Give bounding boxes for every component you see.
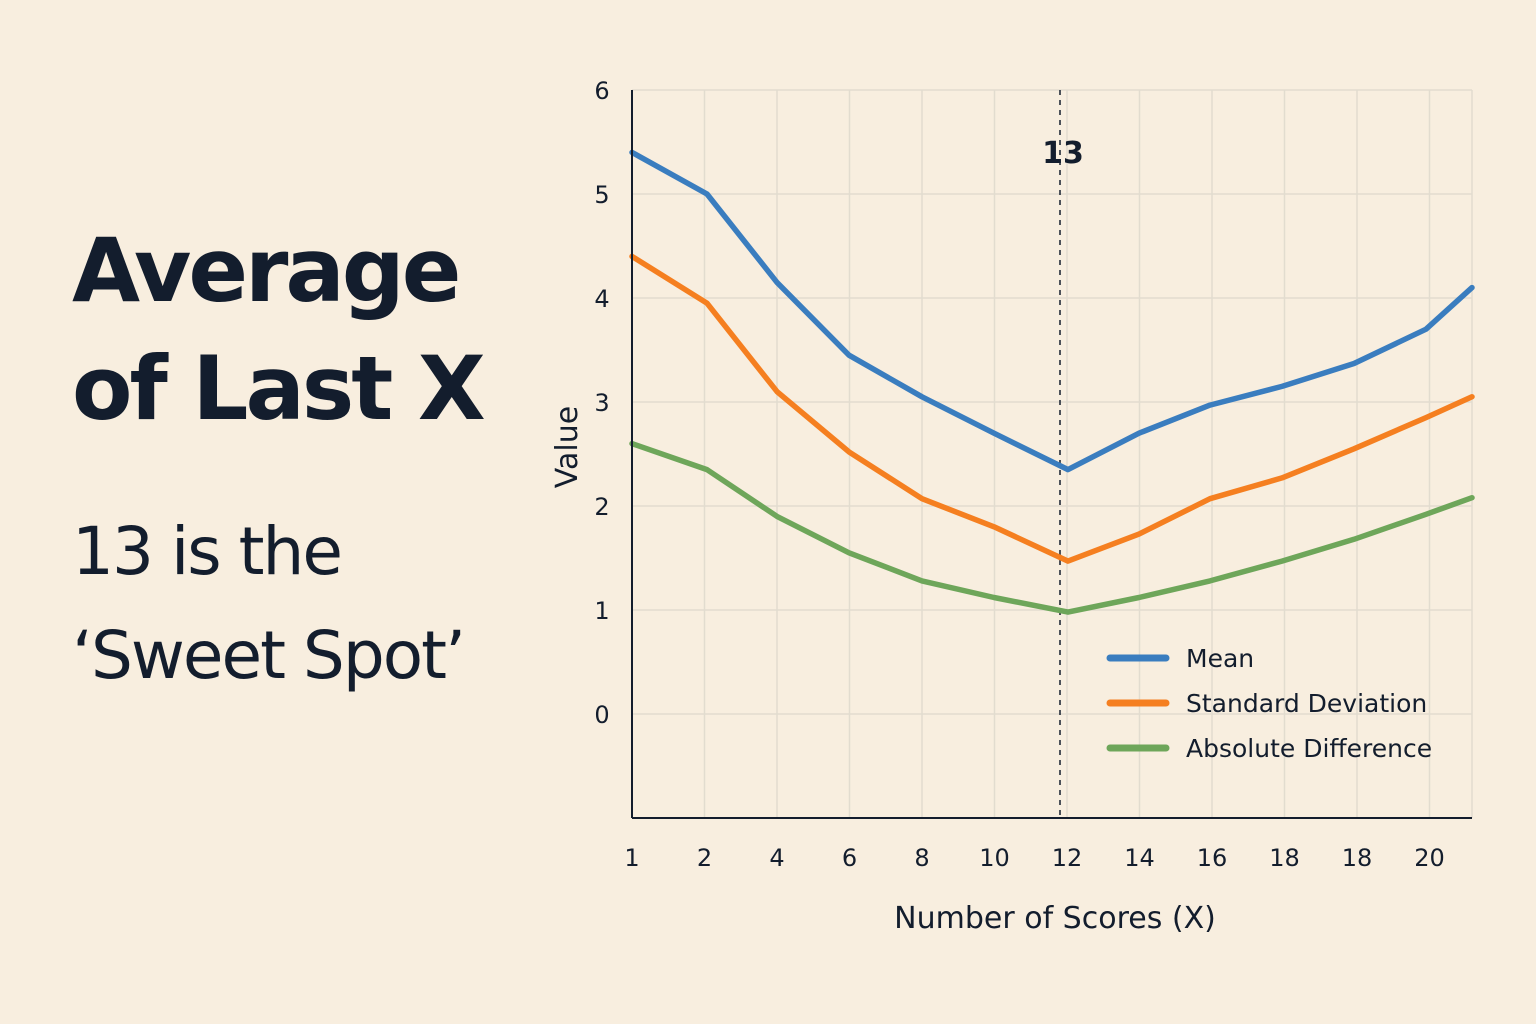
subtitle-line-1: 13 is the bbox=[72, 513, 343, 590]
legend: Mean Standard Deviation Absolute Differenc… bbox=[1106, 644, 1432, 763]
axes bbox=[631, 90, 1472, 819]
x-tick-label: 4 bbox=[769, 844, 784, 872]
series-line-absdiff bbox=[629, 440, 1475, 615]
x-tick-label: 10 bbox=[979, 844, 1010, 872]
x-tick-label: 20 bbox=[1414, 844, 1445, 872]
x-axis-title: Number of Scores (X) bbox=[894, 901, 1216, 936]
x-tick-label: 18 bbox=[1342, 844, 1373, 872]
headline: Average of Last X bbox=[72, 212, 542, 448]
legend-label: Absolute Difference bbox=[1186, 734, 1432, 763]
sweet-spot-marker: 13 bbox=[1042, 90, 1084, 818]
series-line-std bbox=[629, 253, 1475, 564]
x-tick-label: 1 bbox=[624, 844, 639, 872]
y-tick-label: 6 bbox=[594, 77, 609, 105]
x-tick-label: 6 bbox=[842, 844, 857, 872]
y-tick-label: 1 bbox=[594, 597, 609, 625]
y-axis-title: Value bbox=[550, 406, 585, 488]
subtitle: 13 is the ‘Sweet Spot’ bbox=[72, 500, 562, 708]
legend-label: Standard Deviation bbox=[1186, 689, 1427, 718]
x-tick-label: 8 bbox=[914, 844, 929, 872]
headline-line-2: of Last X bbox=[72, 337, 486, 440]
series-lines bbox=[629, 149, 1475, 615]
y-tick-label: 0 bbox=[594, 701, 609, 729]
y-tick-label: 4 bbox=[594, 285, 609, 313]
x-tick-label: 2 bbox=[697, 844, 712, 872]
x-tick-label: 14 bbox=[1124, 844, 1155, 872]
subtitle-line-2: ‘Sweet Spot’ bbox=[72, 617, 466, 694]
series-line-mean bbox=[629, 149, 1475, 473]
x-tick-label: 18 bbox=[1269, 844, 1300, 872]
y-tick-label: 2 bbox=[594, 493, 609, 521]
y-tick-label: 5 bbox=[594, 181, 609, 209]
x-tick-label: 16 bbox=[1197, 844, 1228, 872]
legend-label: Mean bbox=[1186, 644, 1254, 673]
x-tick-label: 12 bbox=[1052, 844, 1083, 872]
y-tick-label: 3 bbox=[594, 389, 609, 417]
sweet-spot-label: 13 bbox=[1042, 136, 1084, 171]
headline-line-1: Average bbox=[72, 219, 461, 322]
